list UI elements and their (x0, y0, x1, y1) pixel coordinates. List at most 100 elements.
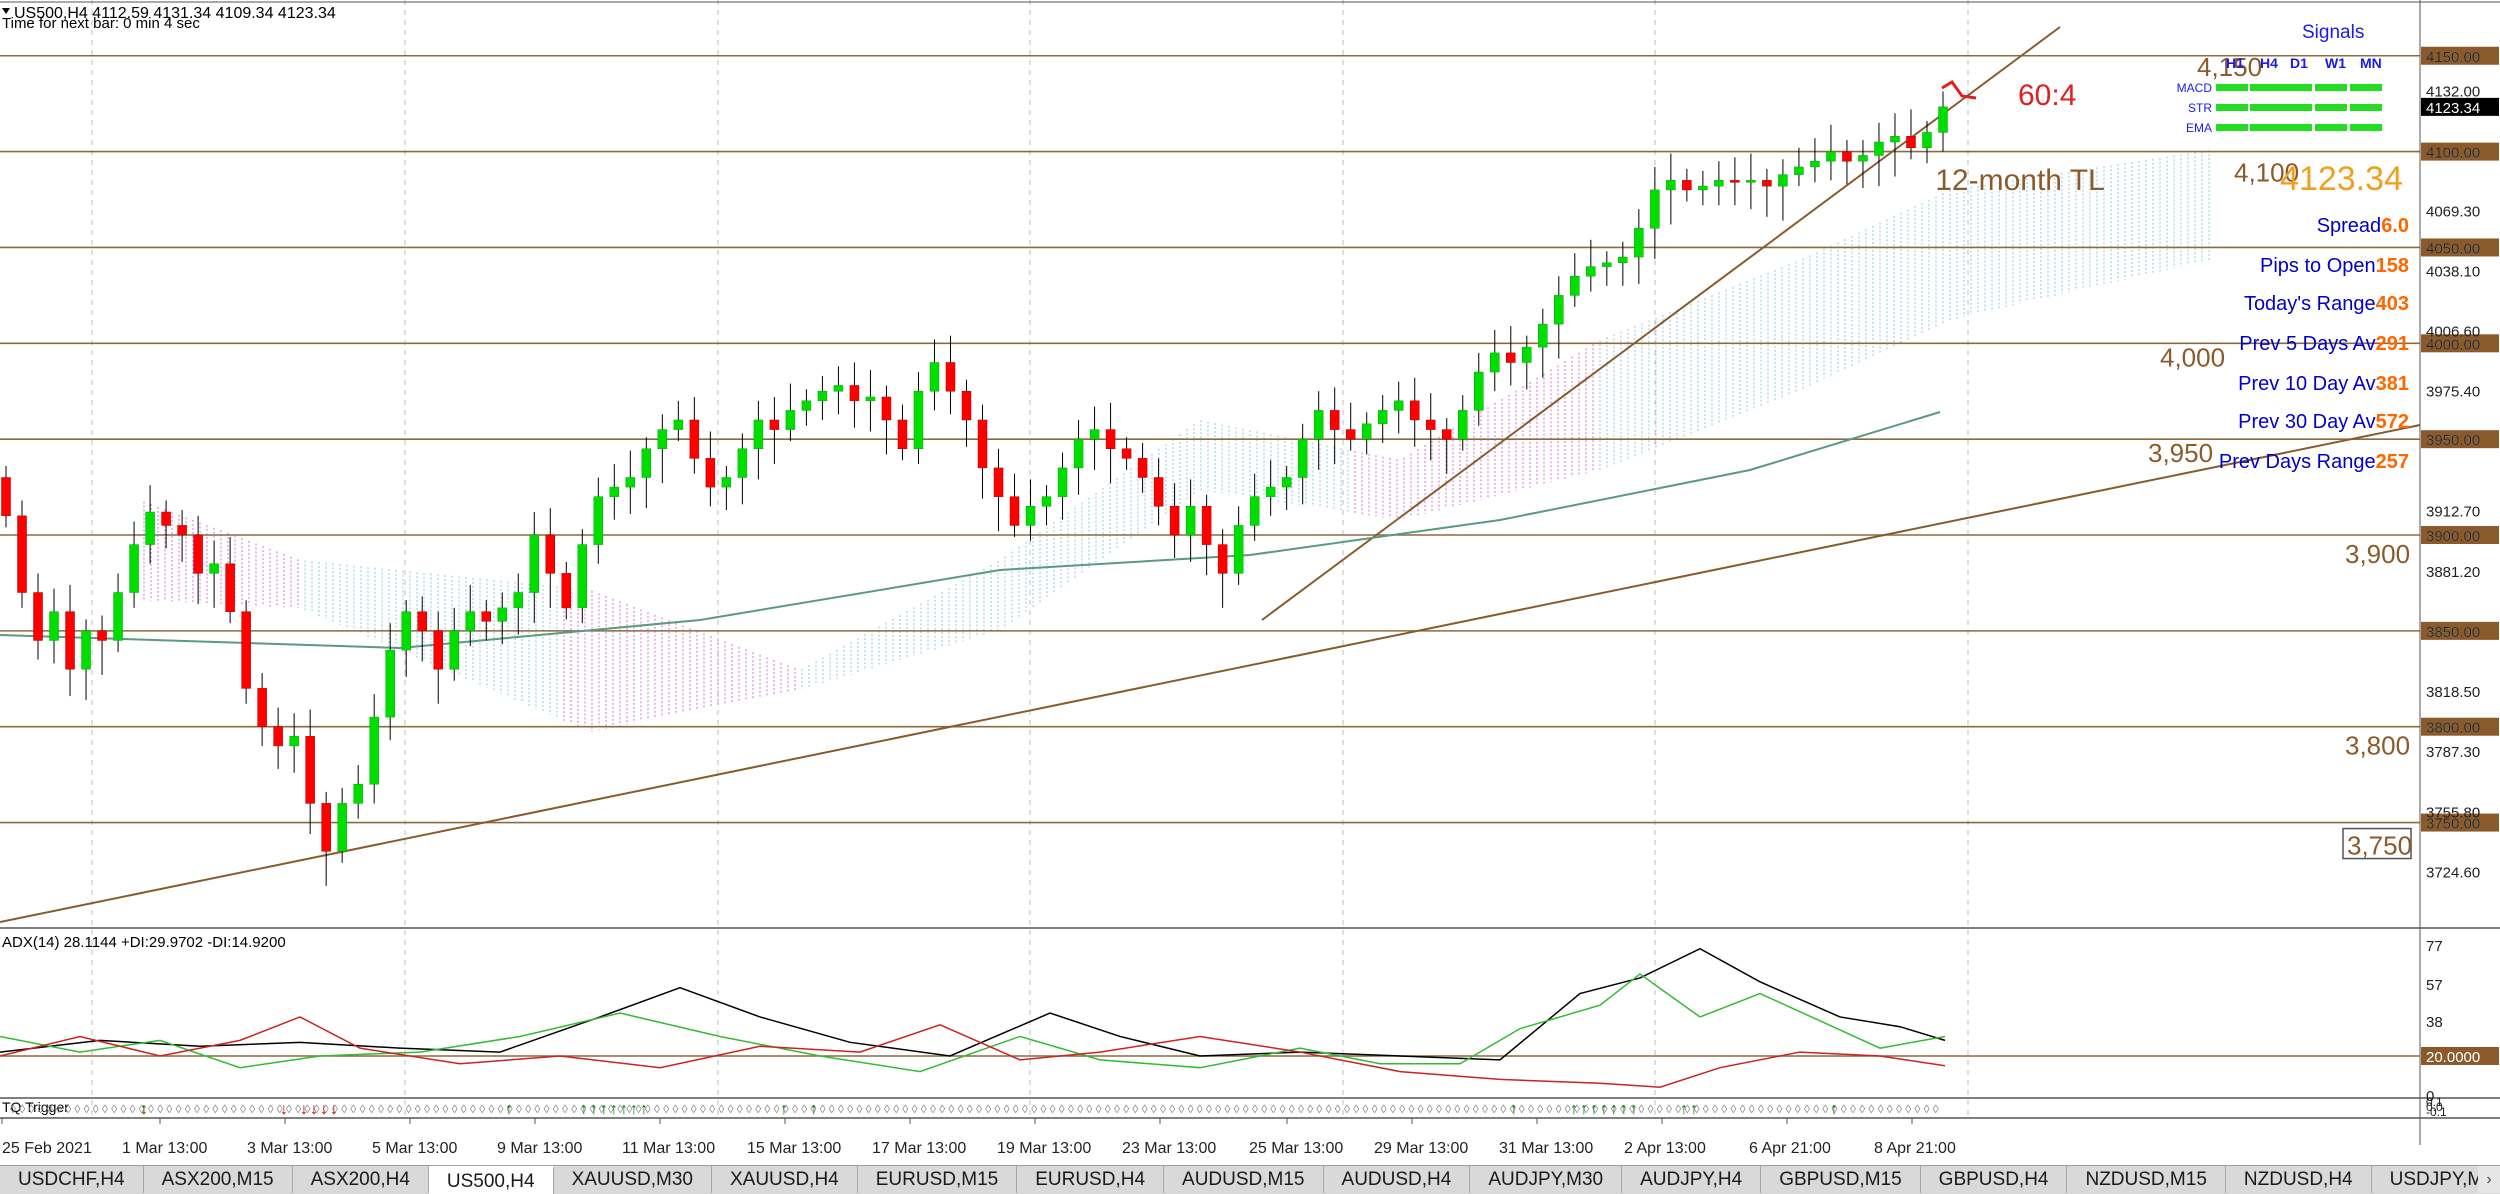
trigger-mark: ◊ (56, 1102, 62, 1116)
candle (1441, 429, 1452, 440)
trigger-mark: ◊ (1059, 1102, 1065, 1116)
trigger-mark: ◊ (1040, 1102, 1046, 1116)
symbol-tab[interactable]: AUDUSD,H4 (1324, 1166, 1471, 1193)
trigger-mark: ◊ (360, 1102, 366, 1116)
trigger-mark: ◊ (1105, 1102, 1111, 1116)
price-axis-label: 4050.00 (2426, 240, 2480, 257)
trigger-mark: ◊ (718, 1102, 724, 1116)
time-axis-label: 3 Mar 13:00 (247, 1140, 332, 1157)
symbol-tab[interactable]: AUDJPY,M30 (1470, 1166, 1623, 1193)
symbol-tab[interactable]: NZDUSD,H4 (2226, 1166, 2372, 1193)
candle (225, 563, 235, 612)
trigger-mark: ◊ (286, 1102, 292, 1116)
trigger-mark: ◊ (1813, 1102, 1819, 1116)
symbol-tab[interactable]: ASX200,M15 (144, 1166, 293, 1193)
candle (289, 736, 299, 747)
trigger-mark: ◊ (829, 1102, 835, 1116)
trigger-mark: ◊ (433, 1102, 439, 1116)
trigger-up-icon: ↑ (590, 1101, 598, 1118)
trigger-mark: ◊ (562, 1102, 568, 1116)
time-axis-label: 25 Mar 13:00 (1249, 1140, 1343, 1157)
candle (1906, 136, 1916, 149)
trigger-mark: ◊ (728, 1102, 734, 1116)
candle (481, 611, 491, 622)
candle (1538, 323, 1548, 348)
trigger-up-icon: ↑ (600, 1101, 608, 1118)
symbol-tab-bar: USDCHF,H4 ASX200,M15 ASX200,H4 US500,H4 XAUU… (0, 1165, 2500, 1194)
trigger-mark: ◊ (65, 1102, 71, 1116)
tab-scroll-arrow-icon[interactable]: › (2478, 1166, 2500, 1193)
candle (497, 607, 508, 622)
symbol-tab[interactable]: XAUUSD,H4 (712, 1166, 858, 1193)
trigger-mark: ◊ (1132, 1102, 1138, 1116)
candle (945, 362, 956, 392)
symbol-tab[interactable]: ASX200,H4 (293, 1166, 429, 1193)
trigger-mark: ◊ (1694, 1102, 1700, 1116)
chart-canvas[interactable]: 4150.00 4100.00 4050.00 4000.00 3950.00 3900.… (0, 0, 2500, 1165)
candle (1073, 438, 1084, 469)
time-axis-label: 17 Mar 13:00 (872, 1140, 966, 1157)
trigger-mark: ◊ (1583, 1102, 1589, 1116)
trigger-mark: ◊ (369, 1102, 375, 1116)
trigger-mark: ◊ (1592, 1102, 1598, 1116)
candle (1281, 477, 1292, 488)
ichimoku-cloud (143, 150, 2210, 732)
trigger-mark: ◊ (902, 1102, 908, 1116)
trigger-mark: ◊ (1086, 1102, 1092, 1116)
trigger-up-icon: ↑ (810, 1101, 818, 1118)
signal-timeframe: D1 (2290, 55, 2308, 71)
trigger-mark: ◊ (1648, 1102, 1654, 1116)
symbol-tab[interactable]: AUDJPY,H4 (1622, 1166, 1762, 1193)
stats-panel: Spread6.0 Pips to Open158 Today's Range403… (2219, 215, 2409, 473)
trigger-mark: ◊ (544, 1102, 550, 1116)
trigger-mark: ◊ (1178, 1102, 1184, 1116)
symbol-tab[interactable]: EURUSD,H4 (1017, 1166, 1165, 1193)
price-axis-label: 3912.70 (2426, 504, 2480, 521)
stat-row: Prev 10 Day Av381 (2238, 373, 2409, 395)
trigger-mark: ◊ (1307, 1102, 1313, 1116)
trigger-mark: ◊ (985, 1102, 991, 1116)
trigger-mark: ◊ (912, 1102, 918, 1116)
level-tag: 3800.00 (2426, 720, 2480, 737)
symbol-tab[interactable]: USDCHF,H4 (0, 1166, 144, 1193)
candle (1233, 525, 1244, 574)
symbol-tab[interactable]: XAUUSD,M30 (554, 1166, 712, 1193)
symbol-tab[interactable]: NZDUSD,M15 (2067, 1166, 2226, 1193)
candle (1938, 106, 1948, 133)
candle (1666, 180, 1676, 191)
trigger-mark: ◊ (1482, 1102, 1488, 1116)
trigger-mark: ◊ (452, 1102, 458, 1116)
trigger-up-icon: ↑ (1610, 1101, 1618, 1118)
chart-menu-arrow-icon[interactable] (2, 8, 10, 14)
symbol-tab[interactable]: GBPUSD,M15 (1761, 1166, 1921, 1193)
trigger-mark: ◊ (166, 1102, 172, 1116)
symbol-tab[interactable]: US500,H4 (428, 1166, 554, 1194)
symbol-tab[interactable]: EURUSD,M15 (858, 1166, 1018, 1193)
trigger-mark: ◊ (93, 1102, 99, 1116)
symbol-tab[interactable]: AUDUSD,M15 (1164, 1166, 1324, 1193)
trigger-mark: ◊ (1068, 1102, 1074, 1116)
trigger-mark: ◊ (1666, 1102, 1672, 1116)
price-axis-label: 3975.40 (2426, 383, 2480, 400)
trigger-mark: ◊ (268, 1102, 274, 1116)
candle (1297, 438, 1308, 478)
trigger-mark: ◊ (1013, 1102, 1019, 1116)
adx-axis-label: 38 (2426, 1014, 2443, 1031)
trigger-mark: ◊ (332, 1102, 338, 1116)
signals-title: Signals (2302, 22, 2364, 43)
trigger-mark: ◊ (1353, 1102, 1359, 1116)
candle (1858, 155, 1868, 162)
trigger-mark: ◊ (1436, 1102, 1442, 1116)
trigger-mark: ◊ (626, 1102, 632, 1116)
candle (593, 496, 604, 545)
trigger-mark: ◊ (1252, 1102, 1258, 1116)
symbol-tab[interactable]: GBPUSD,H4 (1921, 1166, 2068, 1193)
trigger-mark: ◊ (1675, 1102, 1681, 1116)
time-axis-label: 23 Mar 13:00 (1122, 1140, 1216, 1157)
candle (161, 511, 171, 526)
symbol-tab[interactable]: USDJPY,M30 (2372, 1166, 2500, 1193)
candle (1522, 346, 1532, 363)
level-tag: 3750.00 (2426, 816, 2480, 833)
trigger-up-icon: ↑ (1570, 1101, 1578, 1118)
trigger-mark: ◊ (295, 1102, 301, 1116)
